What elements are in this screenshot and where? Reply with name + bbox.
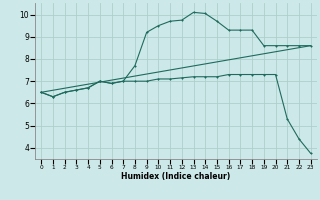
X-axis label: Humidex (Indice chaleur): Humidex (Indice chaleur) [121,172,231,181]
